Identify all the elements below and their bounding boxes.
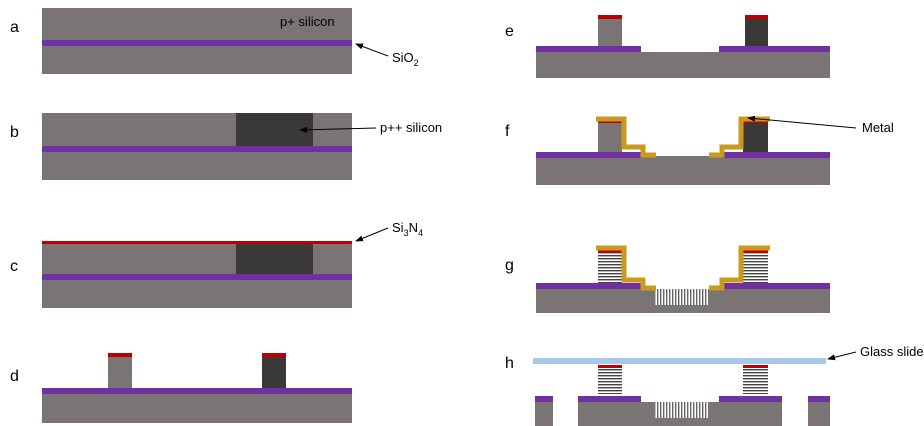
- subscript: 3: [404, 228, 409, 238]
- panel-f: Metal: [536, 115, 894, 185]
- subscript: 4: [418, 228, 423, 238]
- panel-b: p++ silicon: [42, 113, 442, 180]
- panel-label: b: [10, 124, 19, 141]
- panel-label: c: [10, 258, 18, 275]
- annotation: Glass slide: [860, 344, 924, 359]
- subscript: 2: [414, 58, 419, 68]
- annotation: p+ silicon: [280, 14, 335, 29]
- panel-a: p+ silicon SiO2: [42, 8, 419, 74]
- panel-label: a: [10, 19, 19, 36]
- panel-label: g: [505, 257, 514, 274]
- panel-label: f: [505, 123, 510, 140]
- annotation: Metal: [862, 120, 894, 135]
- panel-label: d: [10, 368, 19, 385]
- text: Si: [392, 220, 404, 235]
- panel-label: e: [505, 23, 514, 40]
- panel-e: [536, 15, 830, 78]
- text: N: [409, 220, 418, 235]
- panel-d: [42, 353, 352, 423]
- text: SiO: [392, 50, 414, 65]
- panel-h: Glass slide: [533, 344, 924, 426]
- annotation: Si3N4: [392, 220, 423, 238]
- annotation: SiO2: [392, 50, 419, 68]
- panel-g: [536, 245, 830, 313]
- glass-slide: [533, 358, 826, 364]
- panel-c: Si3N4: [42, 220, 423, 308]
- panel-label: h: [505, 355, 514, 372]
- annotation: p++ silicon: [380, 120, 442, 135]
